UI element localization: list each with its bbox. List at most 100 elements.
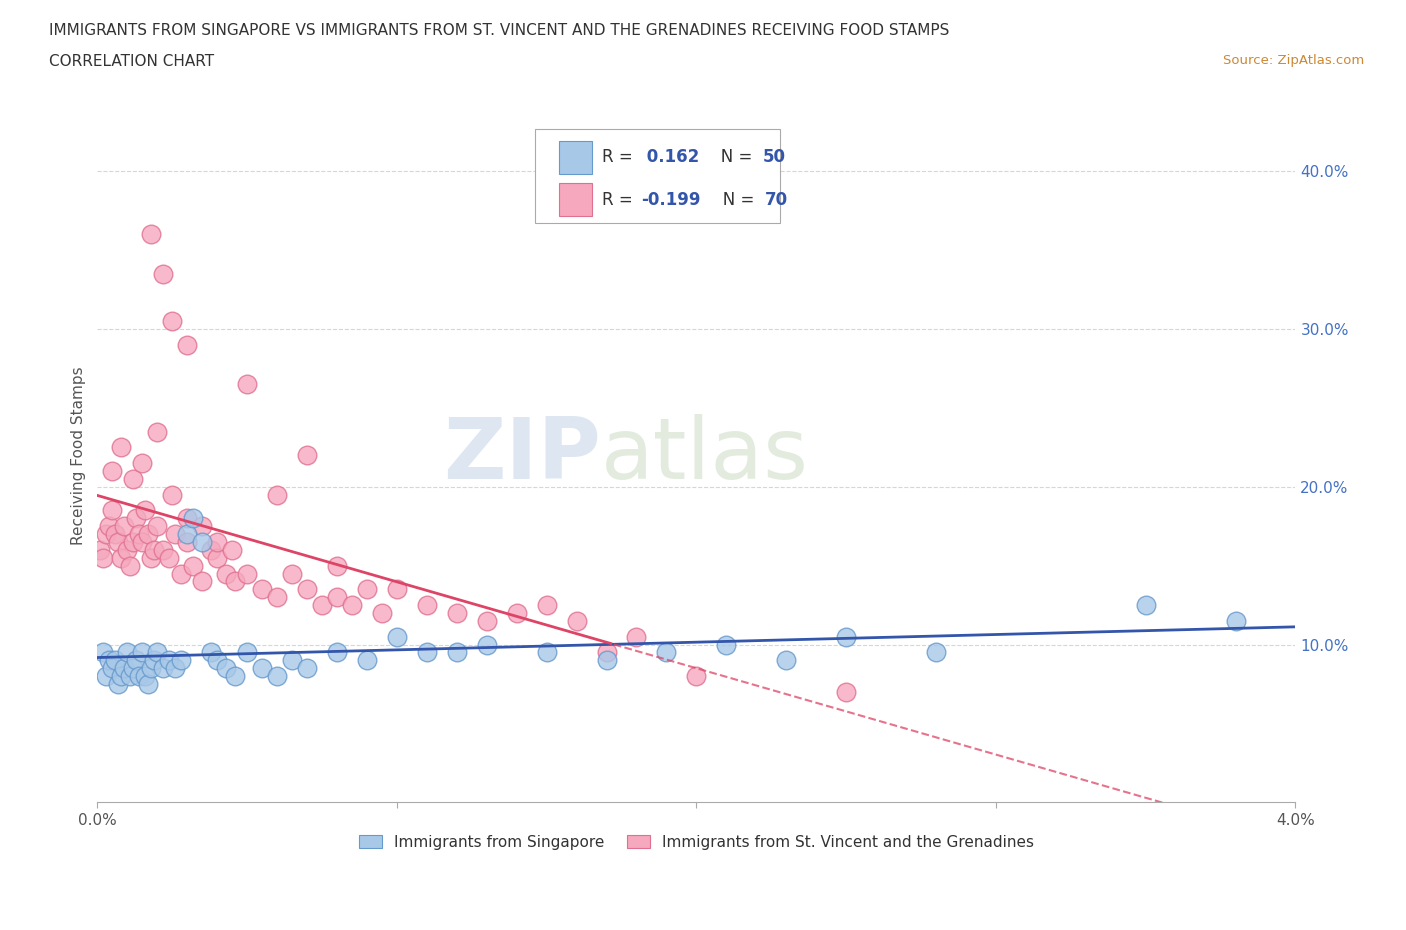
Point: [176, 338, 198, 352]
Point: [143, 542, 166, 557]
Point: [340, 598, 363, 613]
Text: N =: N =: [706, 149, 758, 166]
Point: [141, 551, 163, 565]
Point: [536, 645, 558, 660]
Text: atlas: atlas: [600, 414, 808, 497]
Point: [416, 645, 439, 660]
Point: [120, 558, 142, 573]
Y-axis label: Receiving Food Stamps: Receiving Food Stamps: [72, 365, 86, 544]
Point: [655, 645, 678, 660]
FancyBboxPatch shape: [558, 140, 592, 174]
Point: [107, 535, 129, 550]
Point: [925, 645, 948, 660]
Point: [205, 653, 228, 668]
Point: [98, 519, 121, 534]
Point: [236, 377, 259, 392]
Text: CORRELATION CHART: CORRELATION CHART: [49, 54, 214, 69]
Point: [110, 440, 132, 455]
Text: R =: R =: [602, 191, 638, 208]
Point: [236, 566, 259, 581]
Point: [200, 645, 222, 660]
Point: [295, 582, 318, 597]
Text: ZIP: ZIP: [443, 414, 600, 497]
Point: [385, 630, 408, 644]
Point: [98, 653, 121, 668]
FancyBboxPatch shape: [534, 129, 780, 222]
Point: [326, 558, 349, 573]
Point: [110, 669, 132, 684]
Point: [191, 535, 214, 550]
Point: [835, 684, 858, 699]
Point: [141, 227, 163, 242]
Point: [107, 677, 129, 692]
Point: [205, 551, 228, 565]
Point: [475, 637, 498, 652]
Point: [131, 645, 153, 660]
Point: [595, 653, 617, 668]
Point: [266, 487, 288, 502]
Point: [446, 645, 468, 660]
Point: [104, 526, 127, 541]
Point: [117, 645, 139, 660]
Point: [236, 645, 259, 660]
Text: R =: R =: [602, 149, 638, 166]
Point: [122, 472, 145, 486]
Point: [93, 551, 115, 565]
Point: [128, 526, 150, 541]
Point: [505, 605, 527, 620]
Point: [170, 566, 193, 581]
Point: [152, 661, 174, 676]
Point: [125, 511, 148, 525]
Point: [224, 574, 246, 589]
Point: [125, 653, 148, 668]
Point: [146, 519, 169, 534]
Point: [152, 542, 174, 557]
Point: [1225, 614, 1247, 629]
Point: [112, 661, 135, 676]
Point: [416, 598, 439, 613]
Point: [165, 661, 187, 676]
Point: [266, 590, 288, 604]
Legend: Immigrants from Singapore, Immigrants from St. Vincent and the Grenadines: Immigrants from Singapore, Immigrants fr…: [352, 827, 1042, 857]
Text: 0.162: 0.162: [641, 149, 700, 166]
Text: IMMIGRANTS FROM SINGAPORE VS IMMIGRANTS FROM ST. VINCENT AND THE GRENADINES RECE: IMMIGRANTS FROM SINGAPORE VS IMMIGRANTS …: [49, 23, 949, 38]
Point: [835, 630, 858, 644]
Point: [775, 653, 797, 668]
Point: [250, 582, 273, 597]
Point: [136, 677, 159, 692]
Point: [93, 645, 115, 660]
Point: [536, 598, 558, 613]
Text: 50: 50: [763, 149, 786, 166]
Point: [128, 669, 150, 684]
Point: [181, 511, 204, 525]
Point: [134, 503, 156, 518]
Point: [122, 535, 145, 550]
Point: [221, 542, 243, 557]
Point: [176, 535, 198, 550]
Point: [104, 653, 127, 668]
Point: [134, 669, 156, 684]
Point: [595, 645, 617, 660]
Point: [371, 605, 394, 620]
Point: [565, 614, 588, 629]
Point: [112, 519, 135, 534]
Point: [157, 551, 180, 565]
FancyBboxPatch shape: [558, 183, 592, 217]
Point: [89, 542, 111, 557]
Point: [385, 582, 408, 597]
Point: [146, 645, 169, 660]
Point: [96, 526, 118, 541]
Point: [120, 669, 142, 684]
Point: [326, 590, 349, 604]
Point: [205, 535, 228, 550]
Point: [356, 653, 378, 668]
Point: [281, 653, 304, 668]
Text: Source: ZipAtlas.com: Source: ZipAtlas.com: [1223, 54, 1364, 67]
Point: [176, 511, 198, 525]
Point: [117, 542, 139, 557]
Point: [157, 653, 180, 668]
Point: [141, 661, 163, 676]
Point: [131, 535, 153, 550]
Point: [295, 661, 318, 676]
Text: -0.199: -0.199: [641, 191, 700, 208]
